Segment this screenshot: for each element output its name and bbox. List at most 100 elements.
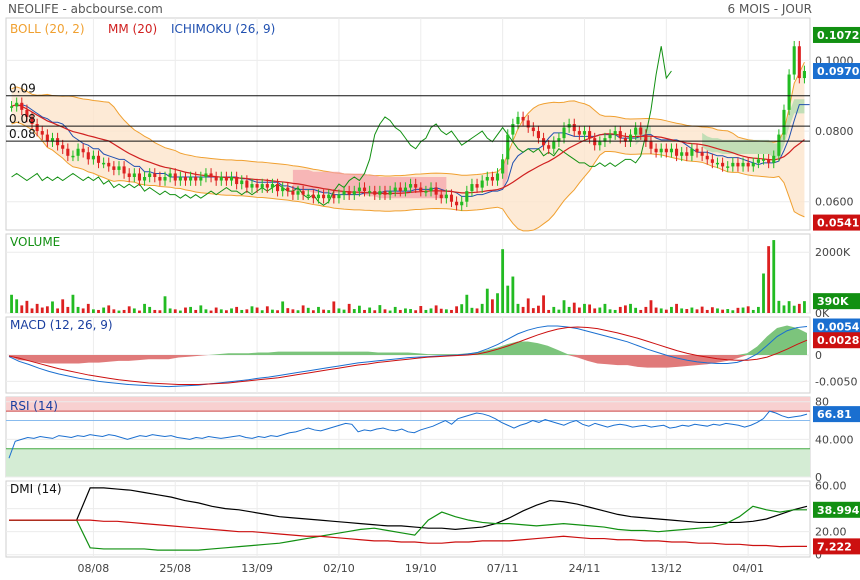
y-tick-label: 0 (815, 471, 822, 484)
volume-bar (716, 308, 719, 313)
candle-body (30, 116, 34, 124)
volume-bar (644, 306, 648, 313)
candle-body (398, 187, 402, 192)
volume-bar (455, 306, 459, 313)
volume-bar (184, 307, 187, 313)
value-badge (813, 214, 860, 231)
volume-bar (219, 309, 223, 313)
candle-body (143, 177, 147, 181)
volume-bar (598, 307, 602, 313)
volume-bar (10, 294, 13, 313)
candle-body (245, 180, 249, 188)
volume-bar (485, 288, 489, 313)
candle-body (342, 191, 346, 195)
candle-body (409, 184, 413, 188)
volume-bar (271, 309, 274, 313)
volume-bar (291, 309, 295, 313)
value-badge (813, 63, 860, 79)
ichimoku-chikou (11, 46, 672, 206)
candle-body (414, 184, 418, 188)
candle-body (419, 187, 423, 192)
y-tick-label: 0.0800 (815, 125, 854, 138)
candle-body (649, 141, 653, 149)
candle-body (86, 152, 90, 160)
volume-bar (787, 301, 791, 313)
bollinger-band (11, 62, 805, 231)
volume-bar (756, 306, 760, 313)
candle-body (112, 166, 116, 170)
candle-body (204, 173, 208, 177)
candle-body (495, 173, 500, 181)
rsi-overbought-zone (6, 397, 810, 412)
candle-body (56, 138, 60, 146)
volume-bar (209, 310, 213, 313)
candle-body (76, 148, 80, 156)
dmi-line-2 (9, 519, 807, 548)
volume-bar (685, 309, 689, 313)
volume-bar (475, 308, 479, 313)
candle-body (173, 173, 177, 181)
candle-body (542, 138, 546, 146)
volume-bar (66, 306, 70, 313)
volume-bar (240, 309, 244, 313)
candle-body (352, 191, 356, 195)
volume-bar (194, 309, 198, 313)
volume-bar (383, 309, 387, 313)
volume-bar (741, 307, 745, 313)
volume-bar (767, 246, 771, 313)
candle-body (588, 131, 592, 139)
candle-body (526, 120, 530, 128)
volume-bar (91, 309, 95, 313)
volume-bar (710, 307, 714, 313)
ichimoku-tenkan (16, 104, 810, 197)
candle-body (547, 145, 551, 149)
candle-body (260, 184, 264, 188)
volume-bar (409, 309, 412, 313)
candle-body (250, 184, 254, 188)
candle-body (475, 184, 479, 188)
volume-bar (265, 306, 269, 313)
candle-body (572, 124, 576, 132)
volume-bar (132, 308, 136, 313)
candle-body (50, 138, 55, 142)
candle-body (117, 166, 121, 170)
volume-bar (772, 240, 776, 313)
candle-body (235, 177, 239, 185)
candle-body (613, 131, 617, 135)
candle-body (767, 159, 771, 163)
volume-bar (357, 305, 361, 313)
candle-body (608, 134, 612, 139)
volume-bar (30, 308, 34, 313)
volume-bar (71, 294, 75, 313)
volume-bar (235, 306, 239, 313)
candle-body (347, 191, 351, 195)
volume-bar (347, 303, 351, 313)
volume-bar (547, 309, 551, 313)
level-line-label: 0.08 (9, 112, 36, 126)
volume-bar (603, 303, 607, 313)
candle-body (603, 138, 607, 142)
candle-body (214, 177, 218, 181)
volume-bar (143, 303, 146, 313)
ichimoku-cloud-red (502, 155, 508, 190)
x-tick-label: 08/08 (78, 562, 110, 575)
volume-bar (199, 305, 203, 313)
volume-bar (204, 309, 208, 313)
volume-bar (35, 303, 39, 313)
volume-bar (537, 305, 540, 313)
volume-bar (301, 305, 305, 313)
volume-bar (690, 307, 694, 313)
value-badge-label: 7.222 (817, 540, 852, 553)
value-badge-label: 0.0541 (817, 217, 859, 230)
candle-body (91, 155, 95, 160)
volume-bar (680, 308, 684, 313)
candle-body (403, 187, 407, 192)
candle-body (659, 148, 663, 153)
candle-body (797, 46, 801, 79)
candle-body (536, 131, 540, 139)
volume-bar (506, 285, 510, 313)
candle-body (137, 173, 141, 181)
candle-body (224, 177, 228, 181)
candle-body (685, 152, 689, 156)
candle-body (664, 148, 668, 153)
